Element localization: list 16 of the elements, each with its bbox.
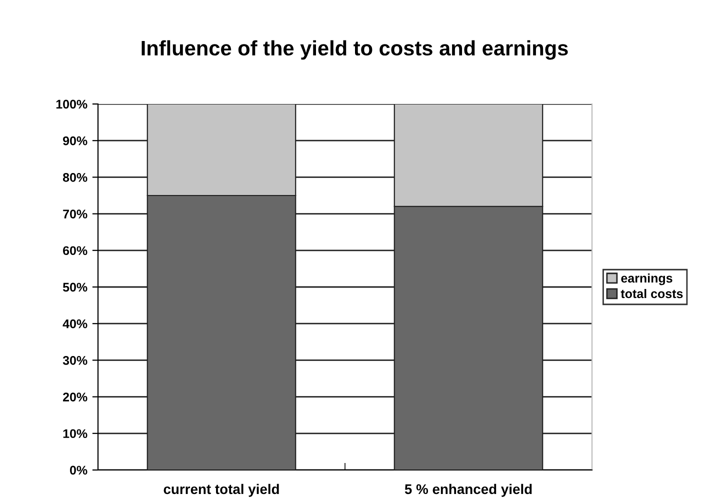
chart-title: Influence of the yield to costs and earnings xyxy=(142,40,568,60)
y-tick-label: 60% xyxy=(63,246,88,256)
y-tick-label: 30% xyxy=(62,356,88,365)
y-tick-label: 70% xyxy=(63,210,88,218)
y-tick-label: 10% xyxy=(63,429,88,438)
y-tick-label: 100% xyxy=(56,100,88,109)
y-tick-label: 20% xyxy=(63,392,88,402)
y-tick-label: 80% xyxy=(62,173,88,182)
x-tick-label: 5 % enhanced yield xyxy=(404,484,532,497)
x-tick-label: current total yield xyxy=(164,484,279,497)
legend-label: total costs xyxy=(620,288,683,298)
y-tick-label: 90% xyxy=(63,136,88,146)
y-tick-label: 50% xyxy=(62,282,88,292)
legend-label: earnings xyxy=(621,273,672,286)
y-tick-label: 0% xyxy=(70,466,88,475)
y-tick-label: 40% xyxy=(62,319,88,328)
